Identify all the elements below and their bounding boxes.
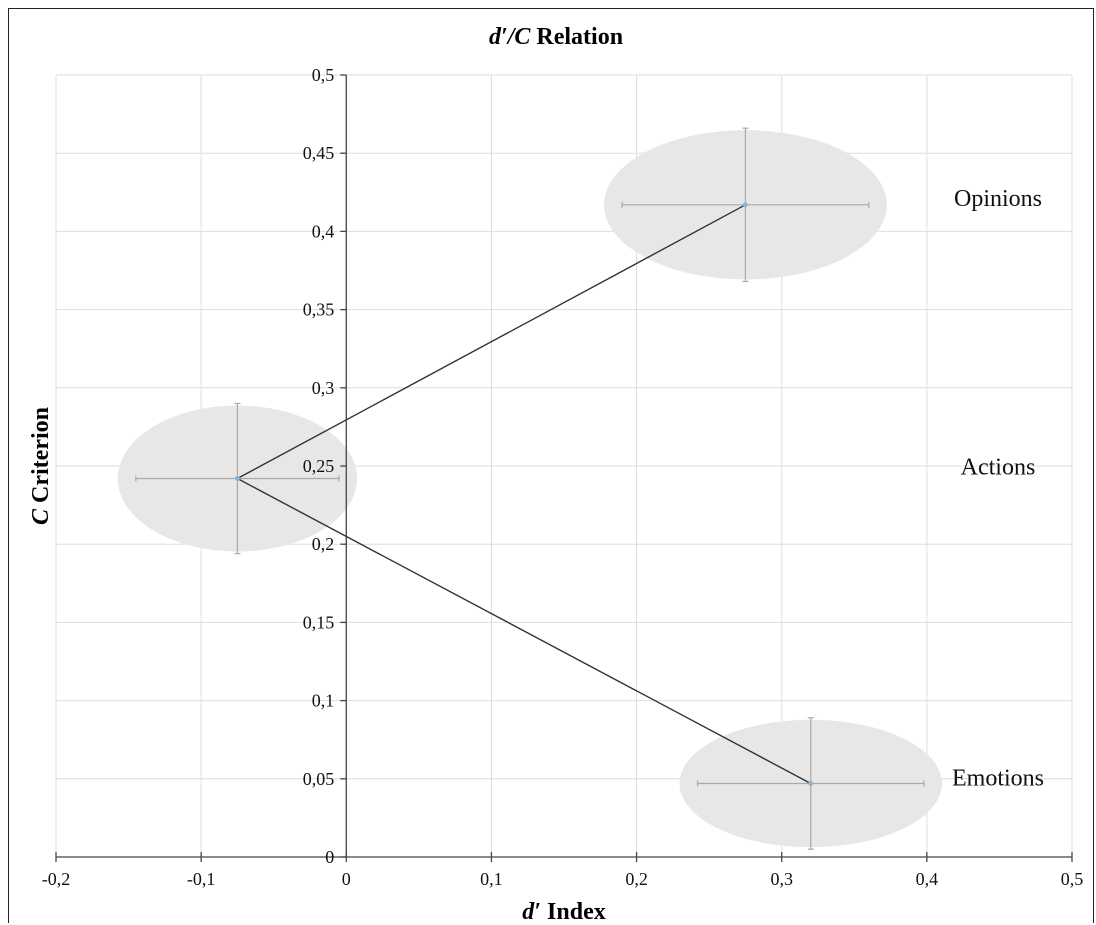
y-tick-label-5: 0,25 xyxy=(303,456,335,476)
line-actions-opinions xyxy=(237,204,746,480)
uncertainty-ellipses xyxy=(117,130,942,848)
x-tick-label-1: -0,1 xyxy=(187,869,216,889)
y-tick-label-6: 0,3 xyxy=(312,378,335,398)
label-actions: Actions xyxy=(961,455,1036,481)
point-opinions xyxy=(742,202,748,208)
x-tick-label-2: 0 xyxy=(342,869,351,889)
y-tick-label-1: 0,05 xyxy=(303,769,335,789)
y-tick-label-2: 0,1 xyxy=(312,691,335,711)
x-tick-label-7: 0,5 xyxy=(1061,869,1084,889)
x-axis-title: d′ Index xyxy=(522,899,605,925)
y-axis-title: C Criterion xyxy=(28,407,54,525)
x-tick-label-5: 0,3 xyxy=(770,869,793,889)
data-markers xyxy=(234,202,814,786)
y-tick-label-7: 0,35 xyxy=(303,300,335,320)
axes xyxy=(55,74,1073,862)
point-emotions xyxy=(808,780,814,786)
label-emotions: Emotions xyxy=(952,765,1044,791)
y-tick-label-8: 0,4 xyxy=(312,221,335,241)
x-tick-label-6: 0,4 xyxy=(916,869,939,889)
point-actions xyxy=(234,476,240,482)
point-labels: Opinions Actions Emotions xyxy=(952,186,1044,792)
series-lines xyxy=(237,204,812,785)
y-tick-label-4: 0,2 xyxy=(312,534,335,554)
y-tick-label-3: 0,15 xyxy=(303,612,335,632)
tick-labels: -0,2 -0,1 0 0,1 0,2 0,3 0,4 0,5 0 0,05 0,1 0,15 0,2 0… xyxy=(42,65,1084,889)
chart-title: d′/C Relation xyxy=(489,24,623,50)
line-actions-emotions xyxy=(237,477,812,785)
label-opinions: Opinions xyxy=(954,186,1042,212)
y-tick-label-0: 0 xyxy=(325,847,334,867)
y-tick-label-10: 0,5 xyxy=(312,65,335,85)
x-tick-label-3: 0,1 xyxy=(480,869,503,889)
x-tick-label-4: 0,2 xyxy=(625,869,648,889)
x-tick-label-0: -0,2 xyxy=(42,869,71,889)
y-tick-label-9: 0,45 xyxy=(303,143,335,163)
